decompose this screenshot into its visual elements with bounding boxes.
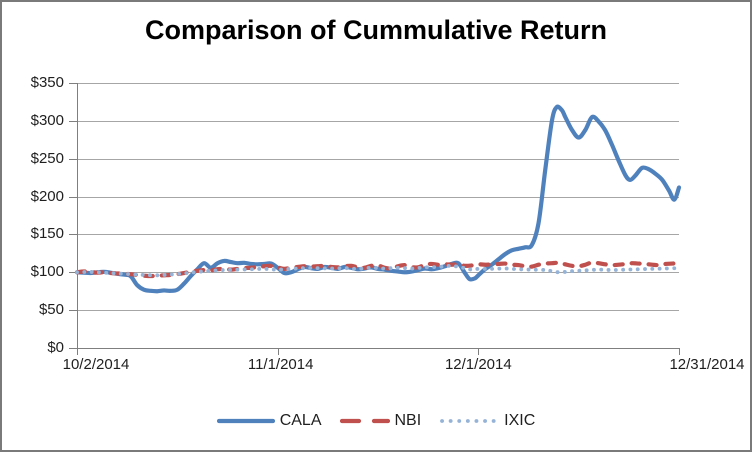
x-axis-label: 11/1/2014 [247,356,314,373]
chart-title: Comparison of Cummulative Return [144,15,608,45]
nbi-line-sample-icon [339,418,390,424]
y-axis-label: $0 [47,339,64,356]
y-axis-label: $200 [30,187,64,205]
y-axis-label: $150 [30,225,64,243]
y-axis-label: $100 [30,263,64,281]
legend-item-ixic: IXIC [439,412,535,430]
y-axis-label: $300 [30,111,64,129]
y-axis-label: $250 [30,149,64,167]
legend-item-nbi: NBI [339,412,422,430]
y-axis-label: $350 [30,74,64,91]
x-axis-label: 10/2/2014 [62,356,130,373]
legend-label-nbi: NBI [394,412,422,429]
x-axis-label: 12/1/2014 [444,356,512,373]
legend-label-ixic: IXIC [504,412,536,429]
legend-item-cala: CALA [216,412,322,430]
legend: CALA NBI IXIC [2,406,750,436]
ixic-line-sample-icon [440,419,499,423]
legend-label-cala: CALA [279,412,322,429]
cala-line-sample-icon [216,418,275,424]
y-axis-label: $50 [38,301,64,319]
x-axis-label: 12/31/2014 [669,356,745,373]
